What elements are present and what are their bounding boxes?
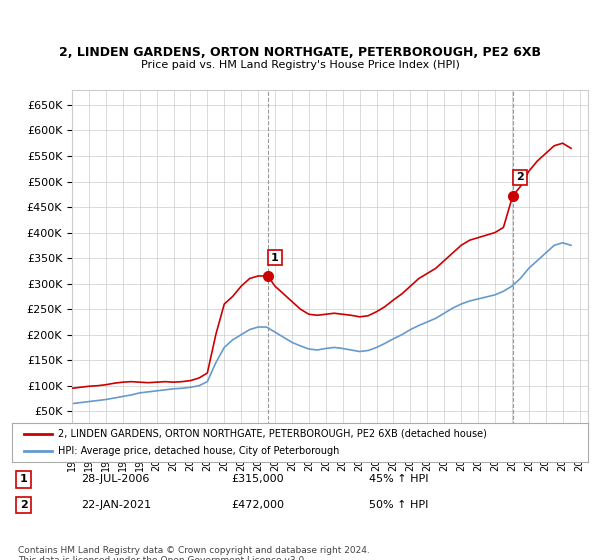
Text: 2: 2	[516, 172, 524, 183]
Text: £472,000: £472,000	[231, 500, 284, 510]
Text: 50% ↑ HPI: 50% ↑ HPI	[369, 500, 428, 510]
Text: 1: 1	[20, 474, 28, 484]
Text: 1: 1	[271, 253, 279, 263]
Text: £315,000: £315,000	[231, 474, 284, 484]
Text: Price paid vs. HM Land Registry's House Price Index (HPI): Price paid vs. HM Land Registry's House …	[140, 60, 460, 70]
Text: 2: 2	[20, 500, 28, 510]
Text: 22-JAN-2021: 22-JAN-2021	[81, 500, 151, 510]
Text: HPI: Average price, detached house, City of Peterborough: HPI: Average price, detached house, City…	[58, 446, 340, 456]
Text: Contains HM Land Registry data © Crown copyright and database right 2024.
This d: Contains HM Land Registry data © Crown c…	[18, 546, 370, 560]
Text: 45% ↑ HPI: 45% ↑ HPI	[369, 474, 428, 484]
Text: 2, LINDEN GARDENS, ORTON NORTHGATE, PETERBOROUGH, PE2 6XB (detached house): 2, LINDEN GARDENS, ORTON NORTHGATE, PETE…	[58, 429, 487, 439]
Text: 28-JUL-2006: 28-JUL-2006	[81, 474, 149, 484]
Text: 2, LINDEN GARDENS, ORTON NORTHGATE, PETERBOROUGH, PE2 6XB: 2, LINDEN GARDENS, ORTON NORTHGATE, PETE…	[59, 46, 541, 59]
